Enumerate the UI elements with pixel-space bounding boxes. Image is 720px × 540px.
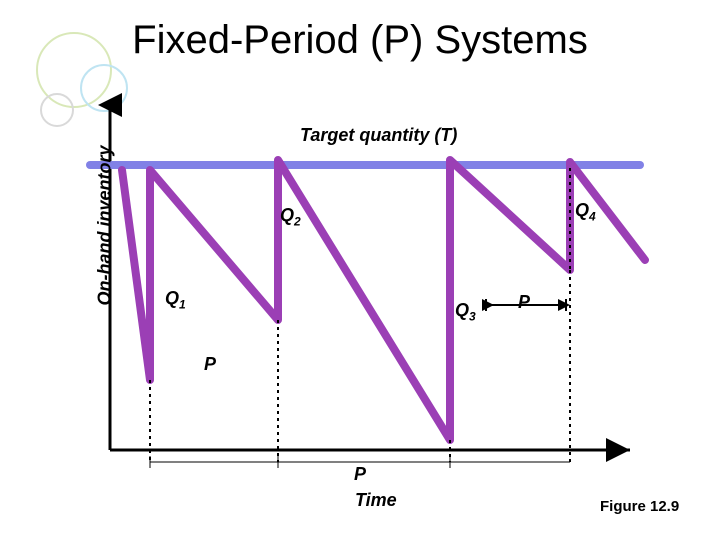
period-label: P [354,464,366,485]
period-label: P [204,354,216,375]
order-quantity-label: Q2 [280,205,301,229]
inventory-chart: On-hand inventory Target quantity (T) Q1… [80,100,660,500]
x-axis-label: Time [355,490,397,511]
order-quantity-label: Q1 [165,288,186,312]
target-quantity-label: Target quantity (T) [300,125,457,146]
y-axis-label: On-hand inventory [95,145,116,305]
decorative-circle [40,93,74,127]
order-quantity-label: Q3 [455,300,476,324]
period-arrow-label: P [518,292,530,313]
figure-reference: Figure 12.9 [600,498,679,515]
order-quantity-label: Q4 [575,200,596,224]
